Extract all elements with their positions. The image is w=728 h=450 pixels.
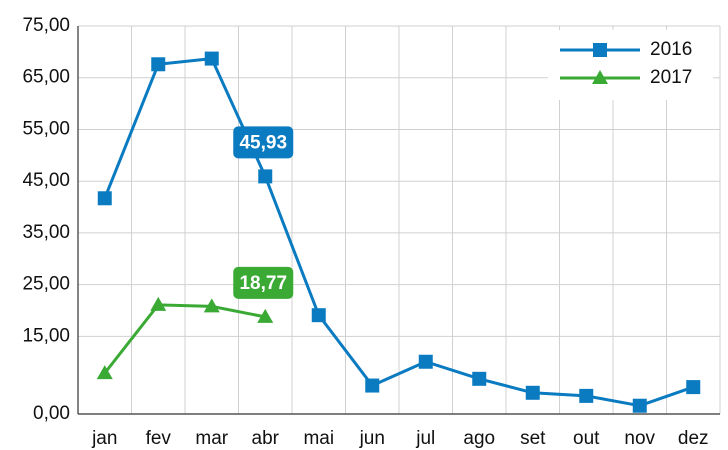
data-point [205, 52, 219, 66]
y-tick-label: 0,00 [33, 403, 70, 424]
legend-label: 2016 [650, 39, 692, 60]
data-point [151, 57, 165, 71]
y-tick-label: 75,00 [22, 15, 70, 36]
y-tick-label: 65,00 [22, 67, 70, 88]
x-tick-label: fev [146, 428, 172, 449]
y-tick-label: 45,00 [22, 170, 70, 191]
legend: 2016 2017 [548, 30, 713, 100]
x-tick-label: mar [195, 428, 228, 449]
chart: 0,00 15,00 25,00 35,00 45,00 55,00 65,00 75,00 j… [0, 0, 728, 450]
data-point [258, 169, 272, 183]
data-point [98, 191, 112, 205]
data-point [312, 308, 326, 322]
data-point [526, 386, 540, 400]
x-tick-label: mai [303, 428, 334, 449]
x-tick-label: nov [624, 428, 655, 449]
x-tick-label: jan [91, 428, 117, 449]
y-tick-label: 15,00 [22, 325, 70, 346]
y-tick-label: 25,00 [22, 274, 70, 295]
x-tick-label: out [573, 428, 600, 449]
data-point [365, 379, 379, 393]
data-point [419, 355, 433, 369]
data-point [686, 380, 700, 394]
value-label: 18,77 [239, 273, 287, 294]
x-tick-label: ago [463, 428, 495, 449]
data-point [579, 389, 593, 403]
data-point [633, 399, 647, 413]
x-tick-label: jun [359, 428, 385, 449]
legend-label: 2017 [650, 67, 692, 88]
y-tick-label: 35,00 [22, 222, 70, 243]
y-tick-label: 55,00 [22, 118, 70, 139]
x-tick-label: abr [252, 428, 280, 449]
data-point [472, 372, 486, 386]
x-tick-label: jul [415, 428, 435, 449]
x-tick-label: set [520, 428, 546, 449]
value-label: 45,93 [239, 132, 287, 153]
legend-marker [593, 43, 607, 57]
x-tick-label: dez [678, 428, 709, 449]
